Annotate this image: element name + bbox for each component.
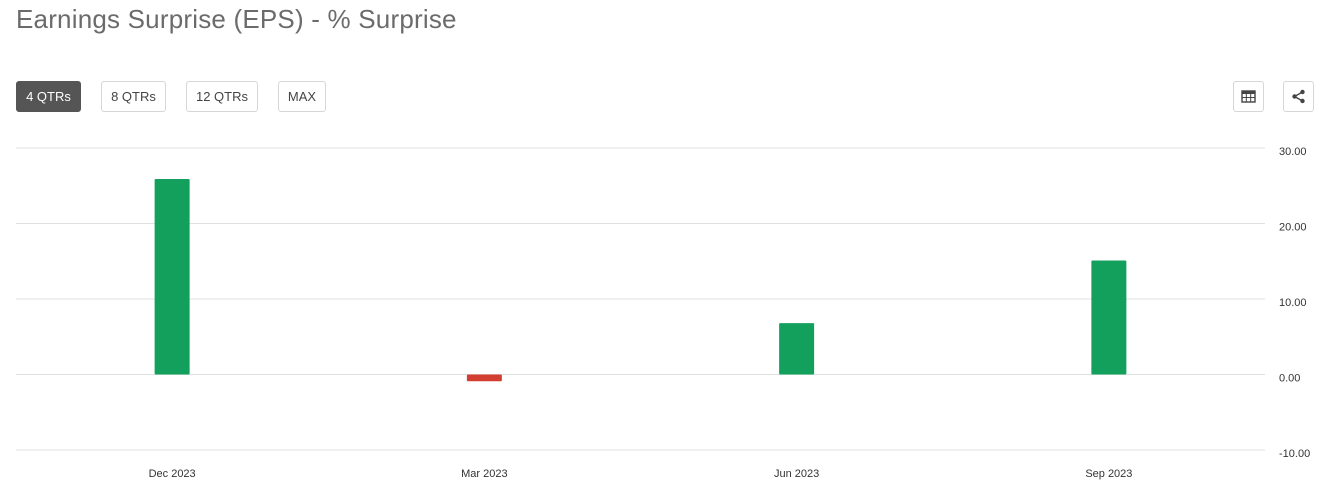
y-tick-label: 0.00 <box>1279 373 1300 385</box>
table-icon <box>1241 90 1256 103</box>
share-button[interactable] <box>1283 81 1314 112</box>
range-4-qtrs-button[interactable]: 4 QTRs <box>16 81 81 112</box>
x-tick-label: Mar 2023 <box>461 468 507 480</box>
x-tick-label: Jun 2023 <box>774 468 819 480</box>
x-tick-label: Dec 2023 <box>149 468 196 480</box>
y-tick-label: 30.00 <box>1279 146 1307 158</box>
y-tick-label: 10.00 <box>1279 297 1307 309</box>
table-view-button[interactable] <box>1233 81 1264 112</box>
bar <box>154 178 190 375</box>
range-12-qtrs-button[interactable]: 12 QTRs <box>186 81 258 112</box>
range-max-button[interactable]: MAX <box>278 81 326 112</box>
x-tick-label: Sep 2023 <box>1085 468 1132 480</box>
range-8-qtrs-button[interactable]: 8 QTRs <box>101 81 166 112</box>
bar <box>779 323 815 375</box>
share-icon <box>1292 89 1305 104</box>
bar <box>466 374 502 382</box>
chart-title: Earnings Surprise (EPS) - % Surprise <box>16 4 457 34</box>
eps-surprise-chart: 30.00 20.00 10.00 0.00 -10.00 Dec 2023 Mar 202… <box>16 146 1310 480</box>
bar <box>1091 260 1127 375</box>
y-tick-label: -10.00 <box>1279 448 1310 460</box>
y-tick-label: 20.00 <box>1279 222 1307 234</box>
